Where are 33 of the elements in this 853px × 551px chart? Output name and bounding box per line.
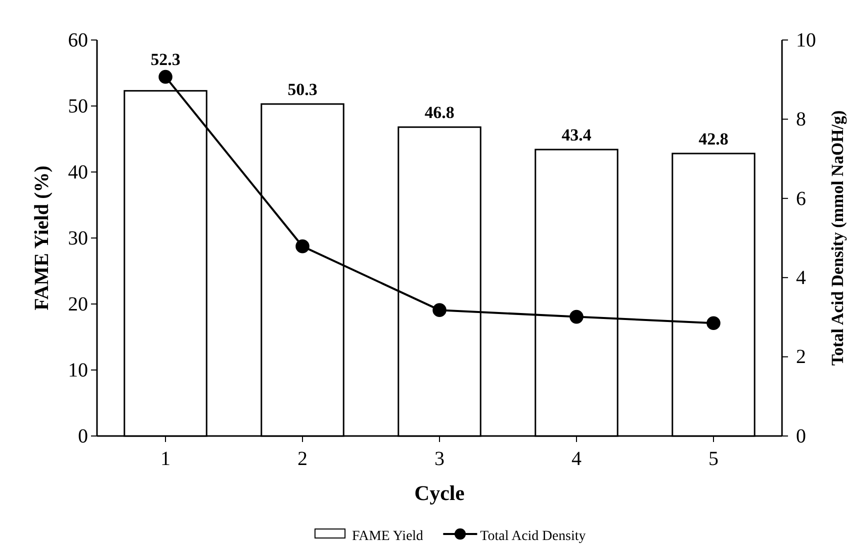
- x-tick-label: 2: [298, 448, 308, 470]
- x-tick-label: 1: [160, 448, 170, 470]
- data-label: 46.8: [424, 103, 454, 122]
- data-label: 42.8: [698, 130, 728, 149]
- y2-tick-label: 0: [796, 425, 806, 448]
- legend-label: Total Acid Density: [480, 529, 586, 544]
- y2-tick-label: 10: [796, 29, 816, 52]
- data-label: 50.3: [288, 80, 318, 100]
- data-label: 52.3: [150, 50, 180, 69]
- point: [706, 316, 720, 330]
- y2-tick-label: 8: [796, 108, 806, 131]
- point: [570, 310, 584, 324]
- y-tick-label: 60: [68, 29, 88, 52]
- legend-label: FAME Yield: [352, 529, 424, 544]
- y-tick-label: 30: [68, 227, 88, 250]
- y2-axis-title: Total Acid Density (mmol NaOH/g): [828, 110, 847, 366]
- data-label: 43.4: [562, 126, 592, 145]
- point: [432, 303, 446, 317]
- y2-tick-label: 4: [796, 267, 806, 289]
- x-tick-label: 4: [572, 448, 582, 470]
- x-axis-title: Cycle: [414, 481, 465, 505]
- x-tick-label: 3: [434, 448, 444, 470]
- y-tick-label: 10: [68, 359, 88, 382]
- y-tick-label: 0: [78, 425, 88, 448]
- y-tick-label: 20: [68, 293, 88, 316]
- point: [296, 239, 310, 254]
- y-axis-title: FAME Yield (%): [31, 166, 53, 310]
- x-tick-label: 5: [708, 448, 718, 470]
- y-tick-label: 50: [68, 95, 88, 118]
- y2-tick-label: 2: [796, 346, 806, 368]
- y-tick-label: 40: [68, 161, 88, 184]
- y2-tick-label: 6: [796, 188, 806, 210]
- point: [158, 70, 172, 84]
